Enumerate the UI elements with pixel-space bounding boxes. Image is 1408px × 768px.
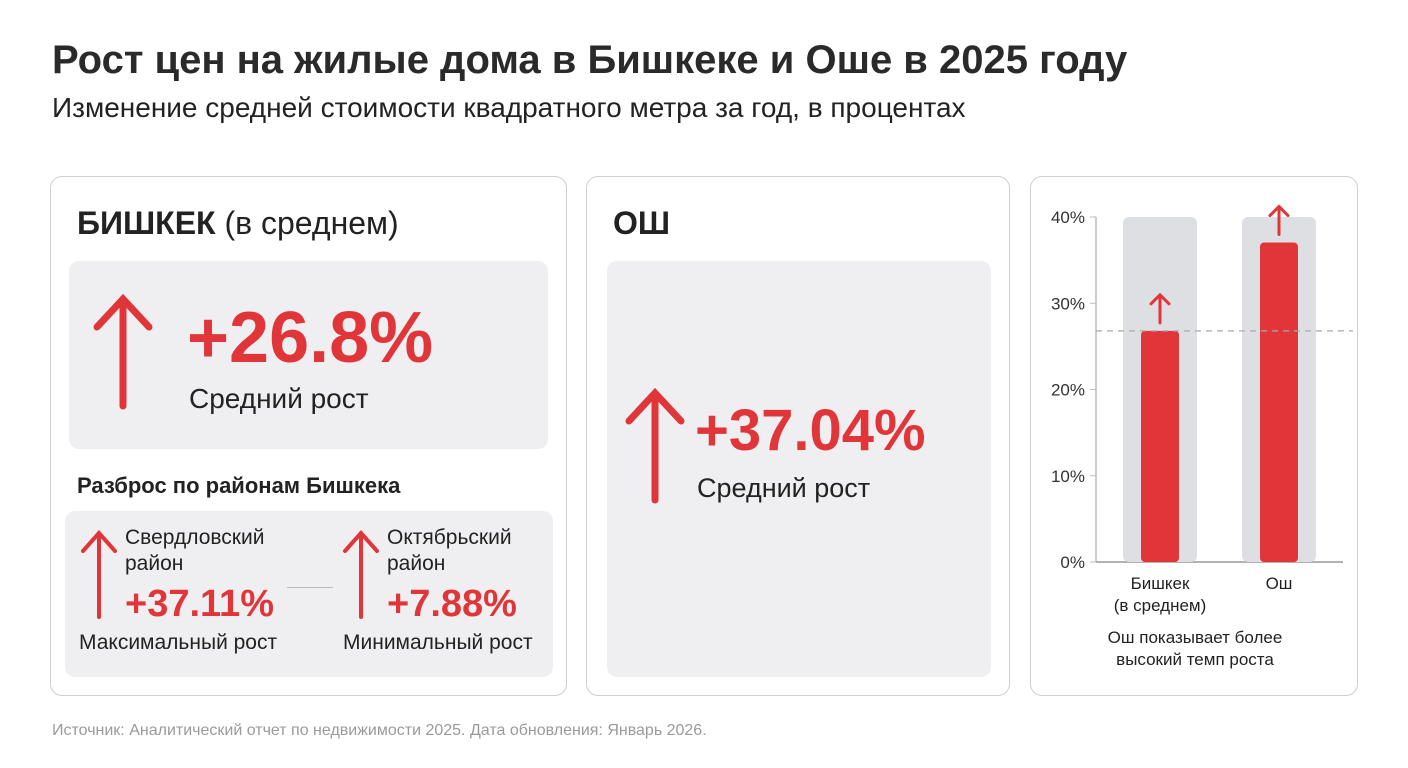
divider [287,587,333,588]
bishkek-card: БИШКЕК (в среднем) +26.8% Средний рост Р… [50,176,567,696]
y-tick-label: 0% [1060,553,1085,572]
bishkek-heading: БИШКЕК (в среднем) [77,205,399,242]
osh-value-label: Средний рост [697,473,871,503]
district-name: Свердловский район [125,526,265,575]
district-label: Минимальный рост [343,631,533,654]
bishkek-name: БИШКЕК [77,205,216,241]
y-tick-label: 10% [1051,467,1085,486]
osh-summary: +37.04% Средний рост [607,261,991,677]
bar-chart: 0% 10% 20% 30% 40% Бишкек (в среднем) Ош [1051,204,1353,615]
up-arrow-icon [343,529,379,619]
chart-annotation: Ош показывает более высокий темп роста [1107,628,1283,669]
y-tick-label: 20% [1051,381,1085,400]
districts-title: Разброс по районам Бишкека [77,473,401,498]
bar [1260,242,1298,562]
page-subtitle: Изменение средней стоимости квадратного … [52,92,966,123]
up-arrow-icon [1268,204,1290,237]
x-tick-label: (в среднем) [1114,596,1207,615]
district-value: +37.11% [125,583,274,625]
district-name: Октябрьский район [387,526,512,575]
up-arrow-icon [81,529,117,619]
bishkek-value-label: Средний рост [189,383,369,414]
up-arrow-icon [93,293,153,410]
bishkek-value: +26.8% [187,298,434,378]
bishkek-summary: +26.8% Средний рост [69,261,548,449]
chart-card: 0% 10% 20% 30% 40% Бишкек (в среднем) Ош Ош пок… [1030,176,1358,696]
x-tick-label: Бишкек [1131,574,1190,593]
y-tick-label: 40% [1051,208,1085,227]
osh-value: +37.04% [695,398,926,463]
y-tick-label: 30% [1051,294,1085,313]
up-arrow-icon [625,387,685,504]
bar [1141,330,1179,562]
up-arrow-icon [1149,292,1171,325]
page-title: Рост цен на жилые дома в Бишкеке и Оше в… [52,38,1128,82]
district-value: +7.88% [387,583,517,625]
osh-heading: ОШ [613,205,671,241]
source-note: Источник: Аналитический отчет по недвижи… [52,722,707,739]
osh-card: ОШ +37.04% Средний рост [586,176,1010,696]
district-label: Максимальный рост [79,631,278,654]
bishkek-qualifier: (в среднем) [224,205,399,241]
x-tick-label: Ош [1266,574,1293,593]
districts-panel: Свердловский район +37.11% Максимальный р… [65,511,553,677]
